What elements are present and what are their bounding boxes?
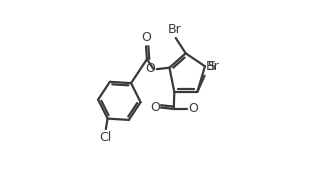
Text: Cl: Cl: [99, 131, 112, 144]
Text: O: O: [150, 101, 160, 114]
Text: O: O: [141, 31, 151, 44]
Text: Br: Br: [168, 23, 182, 36]
Text: S: S: [207, 60, 215, 73]
Text: O: O: [145, 62, 155, 75]
Text: Br: Br: [206, 60, 219, 74]
Text: O: O: [188, 102, 198, 115]
